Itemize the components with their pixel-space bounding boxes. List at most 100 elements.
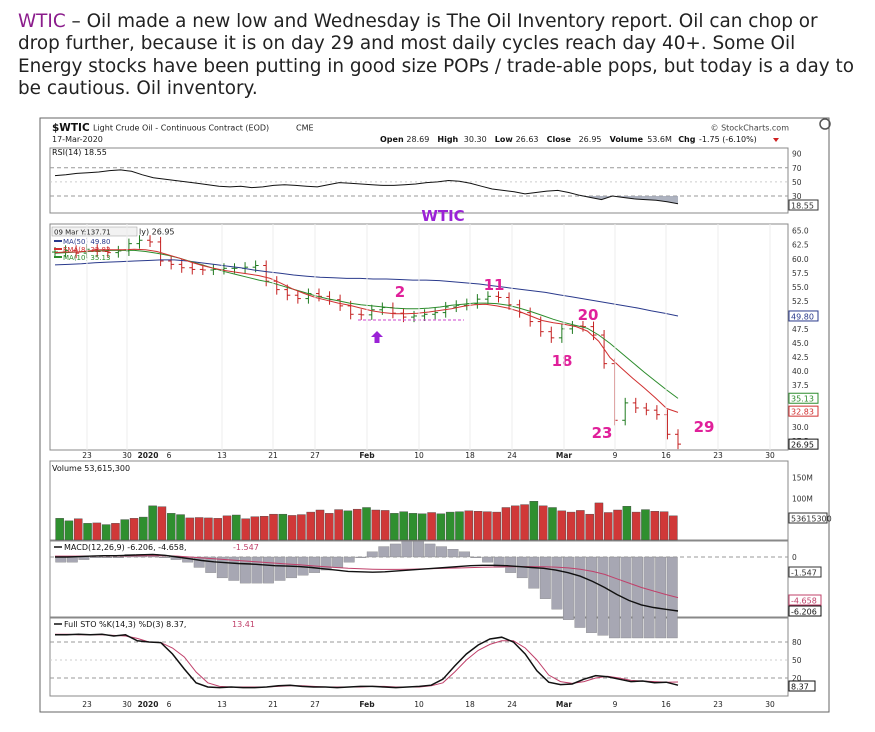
- volume-bar-33: [362, 507, 371, 541]
- volume-bar-25: [287, 515, 297, 541]
- x-label-top-13: 16: [661, 451, 671, 460]
- x-label-top-11: Mar: [556, 451, 573, 460]
- volume-bar-55: [566, 511, 576, 541]
- rsi-tick-2: 50: [792, 178, 802, 187]
- macd-histogram-2: [78, 556, 90, 560]
- price-tick-1: 62.5: [792, 241, 809, 250]
- macd-histogram-5: [113, 556, 124, 558]
- x-label-bottom-15: 30: [765, 700, 775, 709]
- x-label-top-14: 23: [713, 451, 723, 460]
- volume-bar-46: [483, 511, 492, 541]
- macd-histogram-42: [539, 556, 551, 599]
- macd-histogram-37: [482, 556, 494, 563]
- rsi-title: RSI(14) 18.55: [52, 148, 107, 157]
- volume-bar-58: [594, 502, 604, 541]
- volume-bar-16: [204, 517, 213, 541]
- ohlc-label-0: Open: [380, 135, 404, 144]
- macd-histogram-0: [55, 556, 67, 563]
- ohlc-value-0: 28.69: [406, 135, 429, 144]
- x-label-top-6: 27: [310, 451, 320, 460]
- volume-bar-36: [390, 513, 399, 541]
- macd-value-2-text: -6.206: [791, 608, 817, 617]
- macd-histogram-17: [251, 556, 263, 584]
- volume-bar-31: [343, 510, 353, 541]
- volume-bar-43: [455, 511, 464, 541]
- x-label-top-7: Feb: [359, 451, 375, 460]
- volume-bar-39: [418, 513, 427, 541]
- macd-histogram-43: [551, 556, 563, 610]
- sto-value-box: [788, 680, 816, 692]
- volume-bar-48: [501, 507, 511, 541]
- cycle-label-2: 2: [395, 283, 405, 301]
- macd-histogram-13: [205, 556, 217, 573]
- volume-bar-65: [659, 511, 669, 541]
- volume-bar-62: [631, 511, 641, 541]
- macd-title-colored: -1.547: [233, 543, 259, 552]
- macd-histogram-29: [389, 543, 401, 558]
- price-tick-10: 40.0: [792, 367, 809, 376]
- price-value-1-box: [788, 392, 819, 404]
- macd-histogram-38: [493, 556, 505, 568]
- volume-bar-34: [371, 509, 381, 541]
- chart-date: 17-Mar-2020: [52, 135, 103, 144]
- ohlc-label-1: High: [437, 135, 458, 144]
- macd-histogram-28: [378, 546, 390, 558]
- sto-tick-0: 80: [792, 638, 802, 647]
- macd-histogram-48: [609, 556, 620, 639]
- x-label-top-3: 6: [167, 451, 172, 460]
- x-label-top-9: 18: [465, 451, 475, 460]
- macd-histogram-52: [655, 556, 667, 639]
- volume-bar-0: [55, 518, 64, 541]
- macd-histogram-36: [470, 556, 482, 558]
- price-value-3-text: 26.95: [791, 441, 814, 450]
- macd-histogram-15: [228, 556, 240, 581]
- rsi-line: [54, 169, 679, 205]
- x-label-bottom-4: 13: [217, 700, 227, 709]
- cycle-label-23: 23: [592, 424, 613, 442]
- up-arrow-icon: [371, 331, 383, 343]
- volume-value-box: [788, 512, 828, 524]
- ohlc-label-5: Chg: [678, 135, 696, 144]
- volume-bar-64: [650, 511, 660, 541]
- volume-bar-9: [139, 516, 148, 541]
- volume-bar-49: [511, 505, 520, 541]
- sto-tick-1: 50: [792, 656, 802, 665]
- volume-bar-13: [176, 514, 185, 541]
- volume-bar-6: [111, 523, 120, 541]
- volume-bar-5: [101, 524, 111, 541]
- volume-bar-51: [529, 501, 539, 541]
- sto-tick-2: 20: [792, 674, 802, 683]
- price-tick-7: 47.5: [792, 325, 809, 334]
- volume-bar-45: [473, 511, 483, 541]
- volume-bar-40: [427, 512, 436, 541]
- volume-tick-0: 150M: [792, 474, 813, 483]
- volume-bar-53: [548, 507, 557, 541]
- volume-bar-50: [520, 504, 529, 541]
- macd-histogram-1: [66, 556, 78, 563]
- rsi-value-box: [788, 199, 819, 211]
- macd-value-0-text: -1.547: [791, 569, 817, 578]
- macd-histogram-45: [574, 556, 586, 628]
- macd-histogram-39: [505, 556, 517, 573]
- x-label-top-12: 9: [613, 451, 618, 460]
- volume-title: Volume 53,615,300: [52, 464, 130, 473]
- macd-histogram-25: [343, 556, 355, 563]
- macd-histogram-51: [643, 556, 655, 639]
- x-label-bottom-12: 9: [613, 700, 618, 709]
- x-label-bottom-13: 16: [661, 700, 671, 709]
- x-label-bottom-6: 27: [310, 700, 320, 709]
- cycle-label-11: 11: [484, 276, 505, 294]
- macd-histogram-41: [528, 556, 540, 589]
- symbol: $WTIC: [52, 122, 90, 134]
- volume-bar-15: [194, 517, 204, 541]
- macd-histogram-9: [159, 556, 171, 558]
- volume-bar-56: [576, 510, 585, 541]
- volume-bar-3: [83, 523, 92, 541]
- x-label-top-10: 24: [507, 451, 517, 460]
- volume-bar-27: [306, 511, 315, 541]
- price-tick-0: 65.0: [792, 227, 809, 236]
- x-label-top-2: 2020: [138, 451, 159, 460]
- macd-histogram-34: [447, 549, 459, 558]
- price-tick-9: 42.5: [792, 353, 809, 362]
- volume-bar-14: [185, 517, 195, 541]
